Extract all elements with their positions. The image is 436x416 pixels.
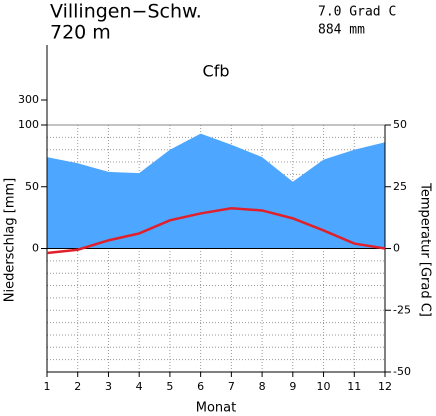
x-tick-label: 8: [259, 380, 266, 393]
y2-tick-label: 0: [393, 242, 400, 255]
annotation: Cfb: [203, 62, 230, 81]
y-tick-label: 50: [25, 180, 39, 193]
x-tick-label: 2: [74, 380, 81, 393]
x-tick-label: 6: [197, 380, 204, 393]
x-tick-label: 12: [378, 380, 392, 393]
y-tick-label: 300: [18, 93, 39, 106]
chart-subtitle: 720 m: [50, 22, 111, 44]
y2-tick-label: 25: [393, 180, 407, 193]
x-tick-label: 1: [44, 380, 51, 393]
y2-axis-label: Temperatur [Grad C]: [418, 182, 433, 317]
y-tick-label: 0: [32, 242, 39, 255]
annotation: 884 mm: [318, 23, 365, 38]
x-tick-label: 4: [136, 380, 143, 393]
temperature-line: [46, 206, 386, 255]
x-tick-label: 9: [289, 380, 296, 393]
y-tick-label: 100: [18, 118, 39, 131]
x-tick-label: 7: [228, 380, 235, 393]
x-tick-label: 3: [105, 380, 112, 393]
x-tick-label: 10: [317, 380, 331, 393]
y2-tick-label: -50: [393, 365, 411, 378]
precipitation-area: [47, 133, 385, 249]
x-tick-label: 5: [166, 380, 173, 393]
chart-title: Villingen−Schw.: [50, 1, 202, 23]
x-axis-label: Monat: [196, 401, 236, 416]
y2-tick-label: -25: [393, 303, 411, 316]
x-tick-label: 11: [347, 380, 361, 393]
y-axis-label: Niederschlag [mm]: [3, 178, 18, 303]
annotation: 7.0 Grad C: [318, 5, 396, 20]
y2-tick-label: 50: [393, 118, 407, 131]
